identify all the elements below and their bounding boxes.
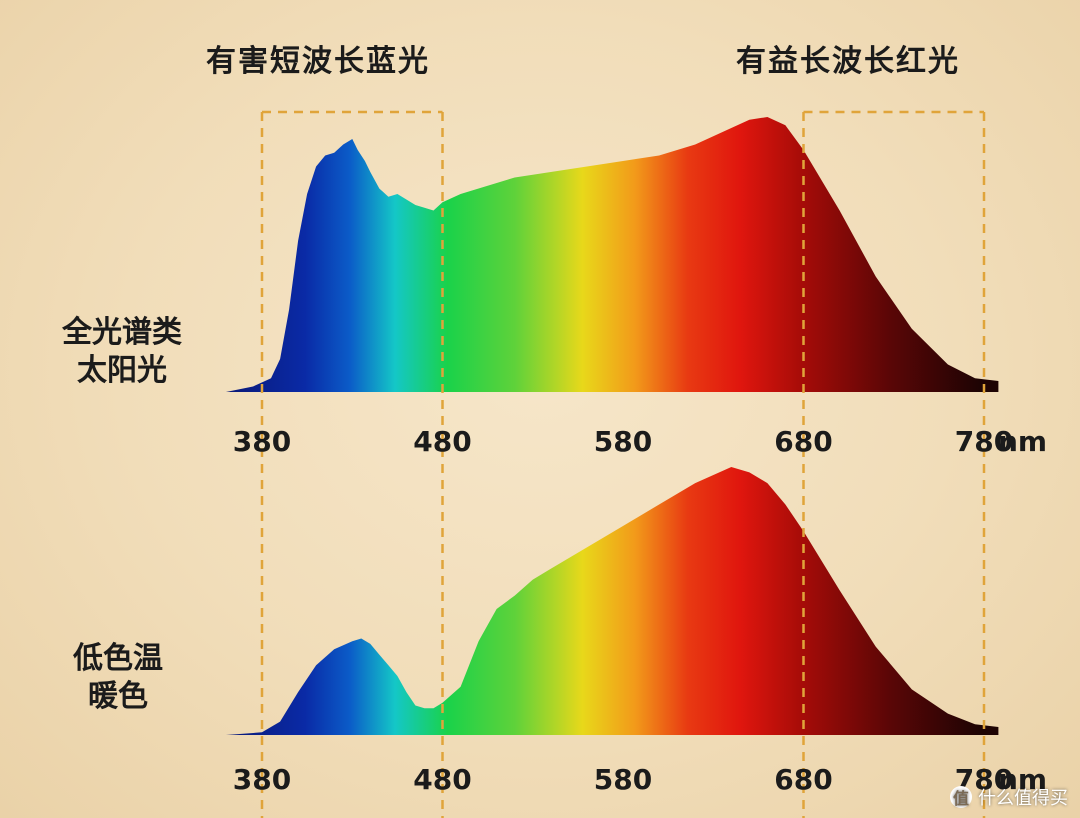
panel-1-label-line2: 太阳光 <box>77 353 167 388</box>
unit-label-1: nm <box>998 425 1047 458</box>
tick-label-1-2: 480 <box>413 425 471 458</box>
watermark-text: 什么值得买 <box>978 788 1068 809</box>
tick-label-1-3: 580 <box>594 425 652 458</box>
tick-label-2-4: 680 <box>774 763 832 796</box>
tick-label-1-4: 680 <box>774 425 832 458</box>
panel-2-label: 低色温 暖色 <box>58 640 178 716</box>
panel-1-label-line1: 全光谱类 <box>62 315 182 350</box>
beneficial-red-label: 有益长波长红光 <box>736 44 960 79</box>
spectrum-area-1 <box>225 117 999 392</box>
tick-label-2-2: 480 <box>413 763 471 796</box>
spectrum-area-2 <box>225 467 999 735</box>
watermark-logo-icon: 值 <box>950 786 972 808</box>
tick-label-2-3: 580 <box>594 763 652 796</box>
watermark: 值 什么值得买 <box>950 784 1068 810</box>
panel-2-label-line1: 低色温 <box>73 641 163 676</box>
tick-label-1-5: 780 <box>955 425 1013 458</box>
tick-label-1-1: 380 <box>233 425 291 458</box>
panel-1-label: 全光谱类 太阳光 <box>52 314 192 390</box>
unit-label-2: nm <box>998 763 1047 796</box>
panel-2-label-line2: 暖色 <box>88 679 148 714</box>
harmful-blue-label: 有害短波长蓝光 <box>206 44 430 79</box>
tick-label-2-1: 380 <box>233 763 291 796</box>
